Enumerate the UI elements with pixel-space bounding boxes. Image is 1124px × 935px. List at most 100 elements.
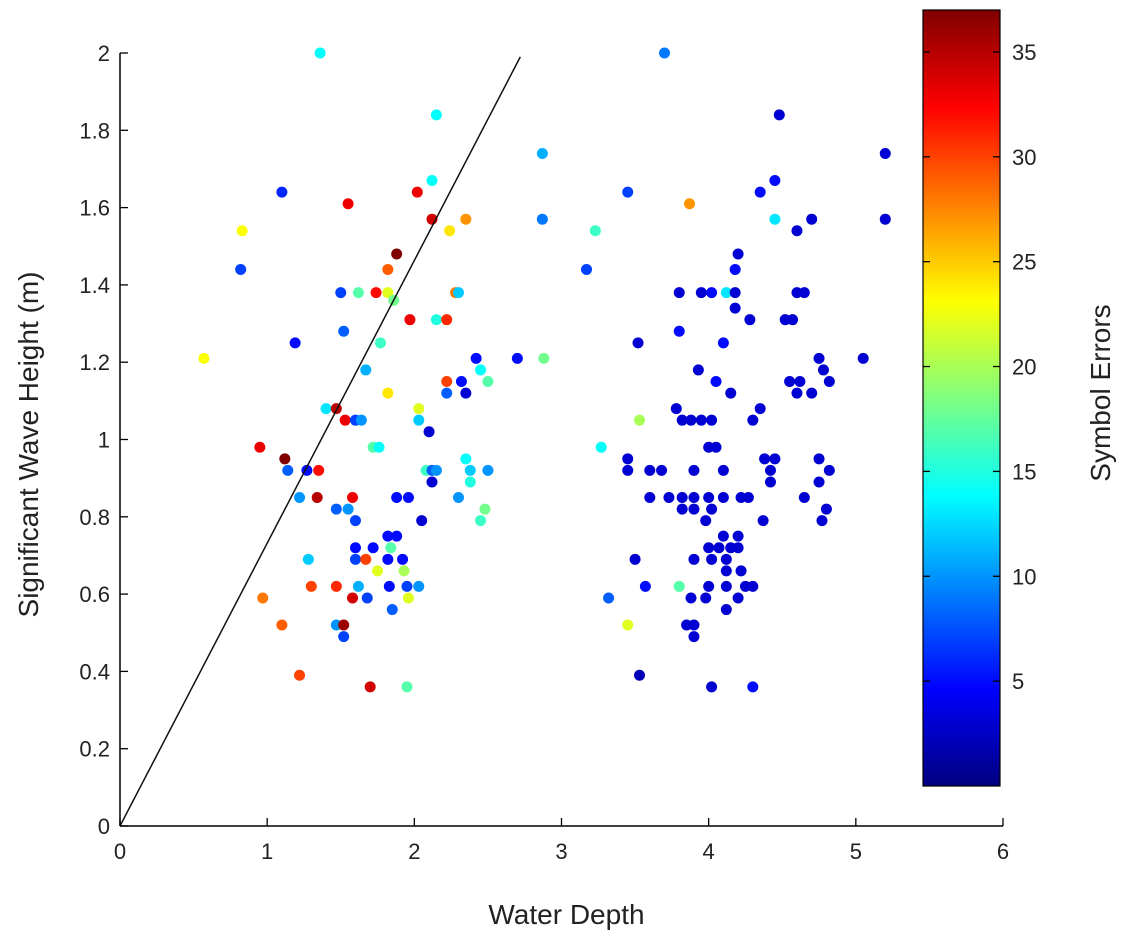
data-point: [622, 619, 634, 631]
y-tick-label: 0.4: [79, 659, 110, 684]
data-point: [302, 553, 314, 565]
data-point: [482, 376, 494, 388]
data-point: [460, 387, 472, 399]
data-point: [423, 426, 435, 438]
data-point: [633, 414, 645, 426]
data-point: [769, 453, 781, 465]
data-point: [857, 352, 869, 364]
points-layer: [198, 47, 891, 693]
data-point: [706, 681, 718, 693]
data-point: [735, 565, 747, 577]
y-ticks: 0 0.2 0.4 0.6 0.8 1 1.2 1.4 1.6 1.8 2: [79, 41, 128, 839]
data-point: [460, 453, 472, 465]
data-point: [622, 464, 634, 476]
data-point: [764, 476, 776, 488]
data-point: [391, 248, 403, 260]
data-point: [330, 580, 342, 592]
data-point: [276, 619, 288, 631]
data-point: [464, 464, 476, 476]
axes: [119, 53, 1003, 827]
data-point: [633, 669, 645, 681]
data-point: [372, 565, 384, 577]
data-point: [695, 414, 707, 426]
y-tick-label: 2: [98, 41, 110, 66]
data-point: [603, 592, 615, 604]
data-point: [538, 352, 550, 364]
data-point: [311, 491, 323, 503]
data-point: [644, 464, 656, 476]
data-point: [710, 441, 722, 453]
data-point: [382, 387, 394, 399]
colorbar-label: Symbol Errors: [1085, 304, 1116, 481]
data-point: [276, 186, 288, 198]
data-point: [426, 476, 438, 488]
data-point: [754, 403, 766, 415]
data-point: [254, 441, 266, 453]
data-point: [349, 553, 361, 565]
data-point: [482, 464, 494, 476]
data-point: [806, 213, 818, 225]
data-point: [335, 287, 347, 299]
data-point: [279, 453, 291, 465]
data-point: [742, 491, 754, 503]
data-point: [639, 580, 651, 592]
data-point: [413, 580, 425, 592]
data-point: [720, 287, 732, 299]
data-point: [305, 580, 317, 592]
data-point: [352, 580, 364, 592]
data-point: [692, 364, 704, 376]
data-point: [398, 565, 410, 577]
data-point: [401, 580, 413, 592]
data-point: [817, 364, 829, 376]
data-point: [352, 287, 364, 299]
data-point: [367, 542, 379, 554]
colorbar-tick-label: 15: [1012, 459, 1036, 484]
data-point: [823, 464, 835, 476]
data-point: [720, 565, 732, 577]
data-point: [342, 503, 354, 515]
data-point: [717, 337, 729, 349]
data-point: [475, 515, 487, 527]
data-point: [685, 592, 697, 604]
data-point: [747, 580, 759, 592]
data-point: [794, 376, 806, 388]
data-point: [759, 453, 771, 465]
data-point: [670, 403, 682, 415]
data-point: [823, 376, 835, 388]
data-point: [676, 414, 688, 426]
data-point: [673, 580, 685, 592]
data-point: [349, 515, 361, 527]
data-point: [703, 542, 715, 554]
y-axis-label: Significant Wave Height (m): [13, 272, 44, 618]
data-point: [416, 515, 428, 527]
data-point: [294, 669, 306, 681]
data-point: [787, 314, 799, 326]
data-point: [700, 515, 712, 527]
y-tick-label: 1.4: [79, 273, 110, 298]
data-point: [729, 302, 741, 314]
data-point: [257, 592, 269, 604]
data-point: [773, 109, 785, 121]
data-point: [717, 491, 729, 503]
data-point: [370, 287, 382, 299]
y-tick-label: 1.6: [79, 196, 110, 221]
data-point: [754, 186, 766, 198]
data-point: [688, 503, 700, 515]
x-tick-label: 1: [261, 839, 273, 864]
data-point: [798, 491, 810, 503]
colorbar-tick-label: 25: [1012, 250, 1036, 275]
y-tick-label: 1.8: [79, 118, 110, 143]
data-point: [813, 476, 825, 488]
data-point: [784, 376, 796, 388]
colorbar-tick-label: 35: [1012, 40, 1036, 65]
data-point: [684, 198, 696, 210]
data-point: [314, 47, 326, 59]
data-point: [452, 287, 464, 299]
data-point: [769, 175, 781, 187]
data-point: [644, 491, 656, 503]
data-point: [713, 542, 725, 554]
data-point: [622, 186, 634, 198]
data-point: [744, 314, 756, 326]
data-point: [382, 287, 394, 299]
data-point: [361, 592, 373, 604]
